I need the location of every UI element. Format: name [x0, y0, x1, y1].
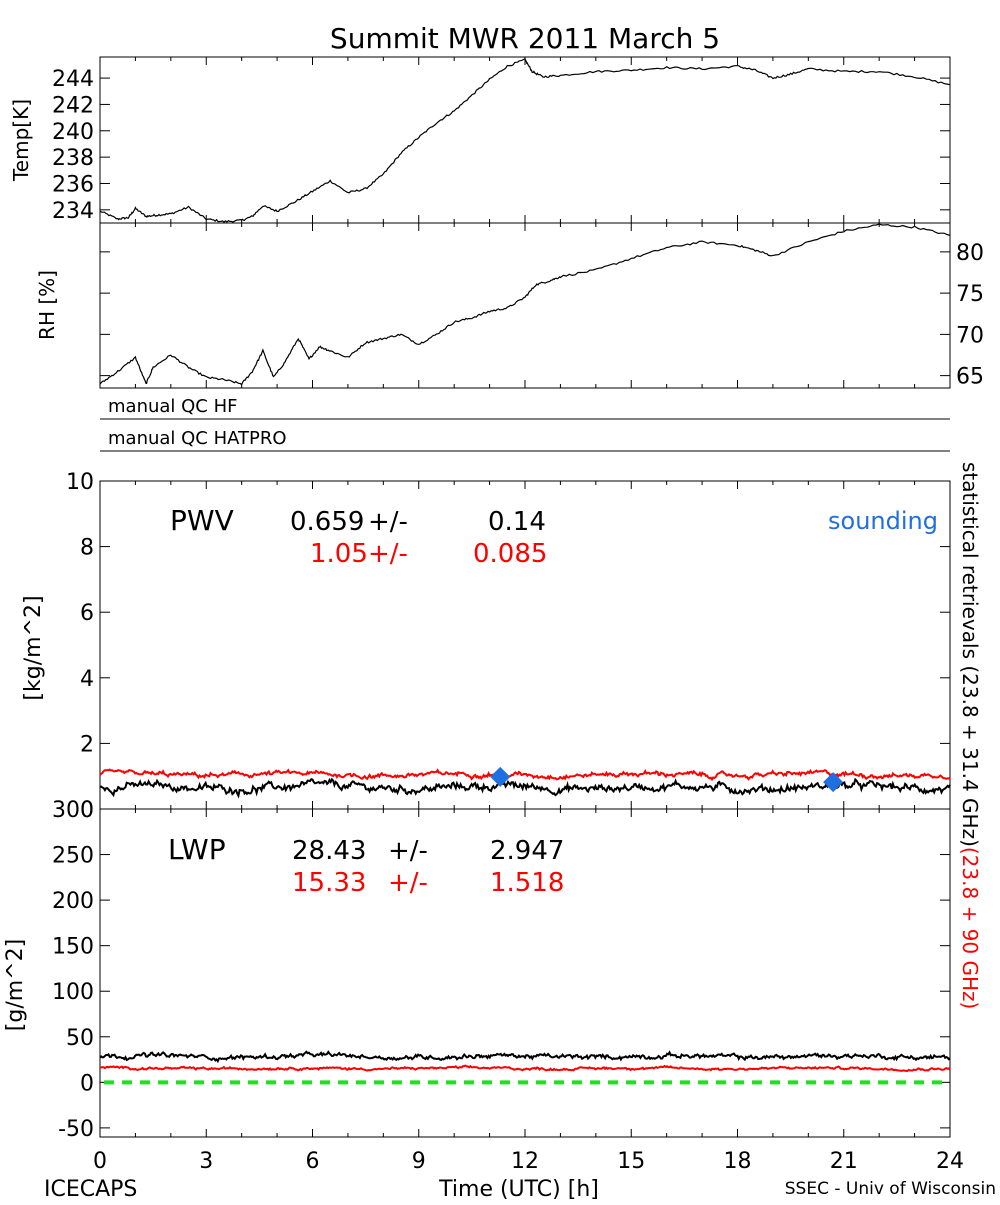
y-tick-label: 2 — [80, 732, 94, 757]
y-tick-label: 70 — [956, 323, 984, 348]
y-tick-label: 250 — [52, 844, 94, 869]
chart-marks: 234236238240242244657075800246810-500501… — [52, 57, 984, 1174]
y-tick-label: 8 — [80, 536, 94, 561]
pwv-series-line — [99, 768, 951, 782]
figure-title: Summit MWR 2011 March 5 — [330, 22, 720, 55]
temperature-panel-frame — [99, 56, 951, 224]
x-tick-label: 24 — [936, 1149, 964, 1174]
y-tick-label: 244 — [52, 67, 94, 92]
y-tick-label: 50 — [66, 1026, 94, 1051]
lwp-stat-black-mean: 28.43 — [292, 836, 366, 866]
sounding-legend-label: sounding — [828, 507, 938, 535]
lwp-stat-black-sep: +/- — [388, 836, 428, 866]
y-tick-label: 10 — [66, 470, 94, 495]
temperature-series-line — [99, 57, 951, 223]
lwp-series-line — [99, 1050, 951, 1064]
x-tick-label: 9 — [412, 1149, 426, 1174]
lwp-stat-black-err: 2.947 — [490, 836, 564, 866]
pwv-y-axis-label: [kg/m^2] — [21, 595, 46, 700]
x-tick-label: 6 — [306, 1149, 320, 1174]
qc-row-label-hatpro: manual QC HATPRO — [108, 428, 287, 449]
y-tick-label: 75 — [956, 282, 984, 307]
pwv-stat-black-sep: +/- — [368, 507, 408, 537]
footer-left-label: ICECAPS — [44, 1177, 137, 1200]
y-tick-label: 238 — [52, 146, 94, 171]
y-tick-label: 242 — [52, 93, 94, 118]
pwv-stat-red-err: 0.085 — [473, 539, 547, 569]
lwp-stat-black: 28.43 +/- 2.947 — [292, 836, 564, 866]
x-tick-label: 0 — [93, 1149, 107, 1174]
pwv-panel-label: PWV — [170, 504, 234, 537]
x-tick-label: 15 — [617, 1149, 645, 1174]
x-tick-label: 3 — [199, 1149, 213, 1174]
y-tick-label: 240 — [52, 120, 94, 145]
y-tick-label: 0 — [80, 798, 94, 823]
y-tick-label: 100 — [52, 980, 94, 1005]
pwv-stat-black: 0.659 +/- 0.14 — [290, 507, 546, 537]
right-side-label-black: statistical retrievals (23.8 + 31.4 GHz) — [958, 462, 982, 847]
pwv-stat-black-err: 0.14 — [488, 507, 546, 537]
x-axis-label: Time (UTC) [h] — [438, 1177, 599, 1200]
y-tick-label: 300 — [52, 798, 94, 823]
right-side-label-red: (23.8 + 90 GHz) — [958, 847, 982, 1009]
sounding-marker — [490, 766, 511, 787]
x-tick-label: 21 — [830, 1149, 858, 1174]
y-tick-label: 4 — [80, 667, 94, 692]
pwv-stat-red-mean: 1.05 — [310, 539, 368, 569]
y-tick-label: 80 — [956, 241, 984, 266]
pwv-series-line — [99, 777, 951, 799]
pwv-stat-red: 1.05+/- 0.085 — [310, 539, 547, 569]
footer-right-label: SSEC - Univ of Wisconsin — [785, 1179, 996, 1199]
lwp-stat-red-mean: 15.33 — [292, 868, 366, 898]
y-tick-label: 6 — [80, 601, 94, 626]
pwv-stat-black-mean: 0.659 — [290, 507, 364, 537]
lwp-stat-red-err: 1.518 — [490, 868, 564, 898]
qc-row-label-hf: manual QC HF — [108, 396, 237, 417]
lwp-stat-red: 15.33 +/- 1.518 — [292, 868, 564, 898]
x-tick-label: 12 — [511, 1149, 539, 1174]
y-tick-label: 236 — [52, 172, 94, 197]
sounding-marker — [823, 772, 844, 793]
rh-y-axis-label: RH [%] — [35, 270, 59, 340]
lwp-series-line — [99, 1064, 951, 1073]
y-tick-label: -50 — [58, 1117, 94, 1142]
y-tick-label: 150 — [52, 935, 94, 960]
y-tick-label: 234 — [52, 199, 94, 224]
y-tick-label: 0 — [80, 1071, 94, 1096]
relative_humidity-series-line — [99, 223, 951, 386]
lwp-stat-red-sep: +/- — [388, 868, 428, 898]
rh-panel-frame — [99, 222, 951, 389]
lwp-y-axis-label: [g/m^2] — [3, 939, 28, 1031]
lwp-panel-label: LWP — [168, 833, 226, 866]
y-tick-label: 65 — [956, 365, 984, 390]
pwv-stat-red-sep: +/- — [368, 539, 408, 569]
x-tick-label: 18 — [724, 1149, 752, 1174]
temperature-y-axis-label: Temp[K] — [9, 99, 33, 182]
y-tick-label: 200 — [52, 889, 94, 914]
right-side-label: statistical retrievals (23.8 + 31.4 GHz)… — [958, 462, 982, 1009]
